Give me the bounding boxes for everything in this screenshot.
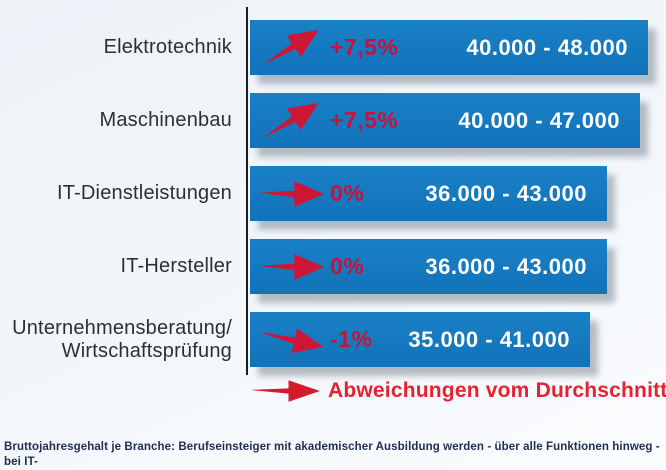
salary-range-label: 35.000 - 41.000 bbox=[408, 326, 570, 352]
trend-up-arrow-icon bbox=[262, 102, 319, 138]
category-label-elektrotechnik: Elektrotechnik bbox=[0, 20, 238, 75]
trend-flat-arrow-icon bbox=[258, 180, 324, 207]
bar-it-hersteller: 0% 36.000 - 43.000 bbox=[250, 239, 607, 294]
percent-change-label: +7,5% bbox=[330, 34, 399, 60]
caption-line-1: Bruttojahresgehalt je Branche: Berufsein… bbox=[4, 441, 660, 468]
category-label-text-line2: Wirtschaftsprüfung bbox=[61, 339, 232, 362]
salary-range-label: 40.000 - 48.000 bbox=[466, 34, 628, 60]
category-label-text: IT-Dienstleistungen bbox=[56, 182, 232, 204]
bar-unternehmensberatung: -1% 35.000 - 41.000 bbox=[250, 312, 590, 367]
legend: Abweichungen vom Durchschnitt bbox=[250, 376, 666, 406]
percent-change-label: 0% bbox=[330, 253, 365, 279]
category-label-unternehmensberatung: Unternehmensberatung/ Wirtschaftsprüfung bbox=[0, 312, 238, 367]
trend-down-arrow-icon bbox=[258, 327, 324, 353]
bar-it-dienstleistungen: 0% 36.000 - 43.000 bbox=[250, 166, 607, 221]
category-label-text: Elektrotechnik bbox=[103, 36, 232, 58]
category-label-it-dienstleistungen: IT-Dienstleistungen bbox=[0, 166, 238, 221]
category-label-text: Maschinenbau bbox=[99, 109, 232, 131]
percent-change-label: 0% bbox=[330, 180, 365, 206]
percent-change-label: -1% bbox=[330, 326, 373, 352]
y-axis-line bbox=[246, 7, 248, 375]
chart-caption: Bruttojahresgehalt je Branche: Berufsein… bbox=[4, 440, 662, 470]
salary-range-label: 40.000 - 47.000 bbox=[458, 107, 620, 133]
trend-up-arrow-icon bbox=[262, 29, 319, 65]
legend-arrow-icon bbox=[250, 380, 320, 402]
salary-range-label: 36.000 - 43.000 bbox=[425, 253, 587, 279]
category-label-text: IT-Hersteller bbox=[120, 255, 232, 277]
bar-maschinenbau: +7,5% 40.000 - 47.000 bbox=[250, 93, 640, 148]
legend-label: Abweichungen vom Durchschnitt bbox=[328, 379, 666, 402]
percent-change-label: +7,5% bbox=[330, 107, 399, 133]
bar-elektrotechnik: +7,5% 40.000 - 48.000 bbox=[250, 20, 648, 75]
trend-flat-arrow-icon bbox=[258, 253, 324, 280]
category-label-text: Unternehmensberatung/ bbox=[12, 316, 232, 339]
category-label-maschinenbau: Maschinenbau bbox=[0, 93, 238, 148]
category-label-it-hersteller: IT-Hersteller bbox=[0, 239, 238, 294]
salary-range-label: 36.000 - 43.000 bbox=[425, 180, 587, 206]
